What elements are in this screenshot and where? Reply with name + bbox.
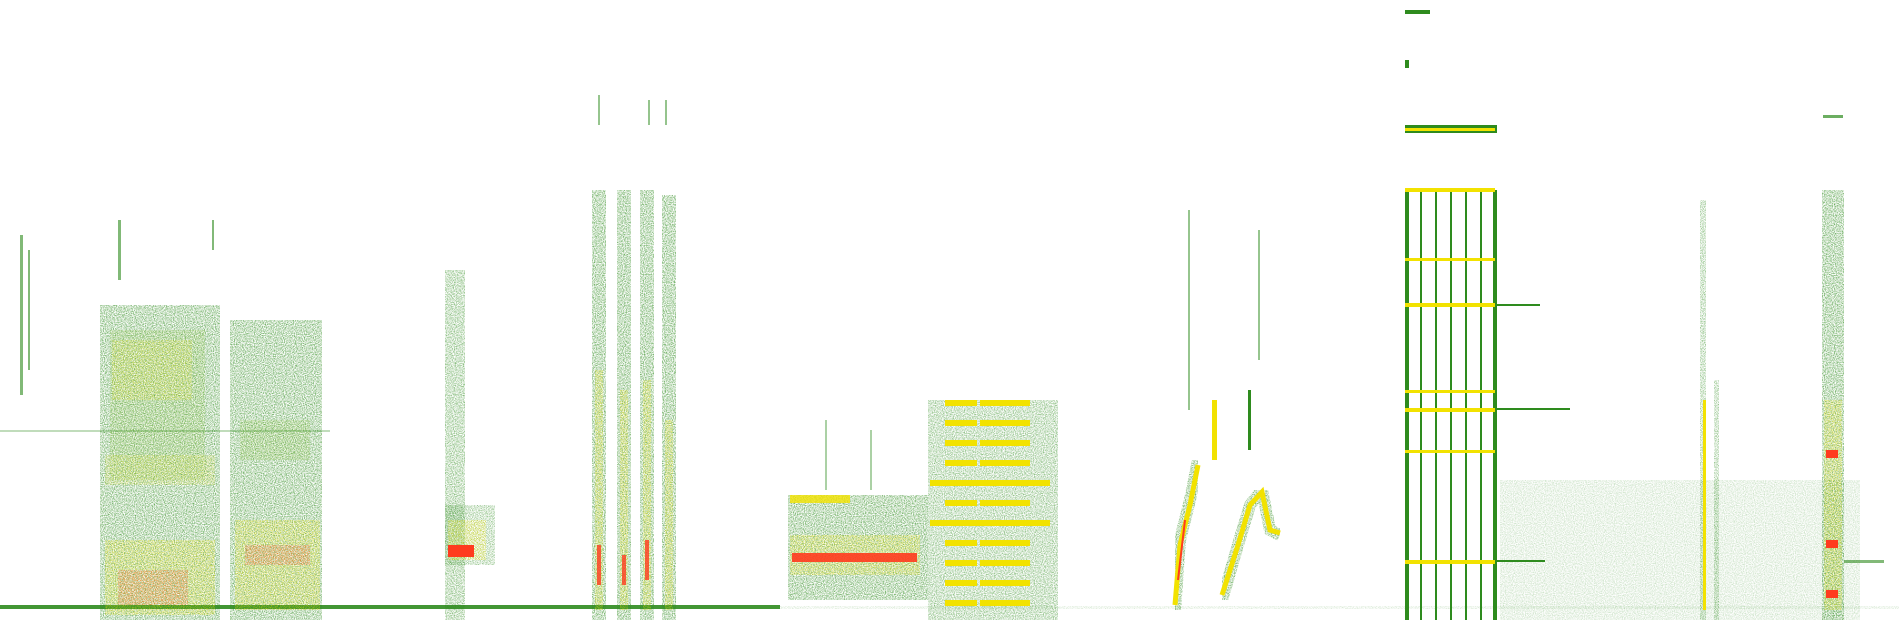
sound-block-2 (230, 320, 322, 620)
sound-block-5 (788, 420, 928, 600)
sound-block-6 (928, 400, 1058, 620)
sound-block-4 (592, 95, 676, 620)
baseline-line (0, 605, 1899, 609)
sound-block-8 (1405, 10, 1570, 620)
sound-block-7 (1169, 210, 1283, 611)
sound-block-3 (445, 270, 495, 620)
sound-block-9 (1822, 115, 1884, 620)
sound-block-1 (100, 305, 220, 620)
diffuse-noise-right (1500, 200, 1860, 620)
